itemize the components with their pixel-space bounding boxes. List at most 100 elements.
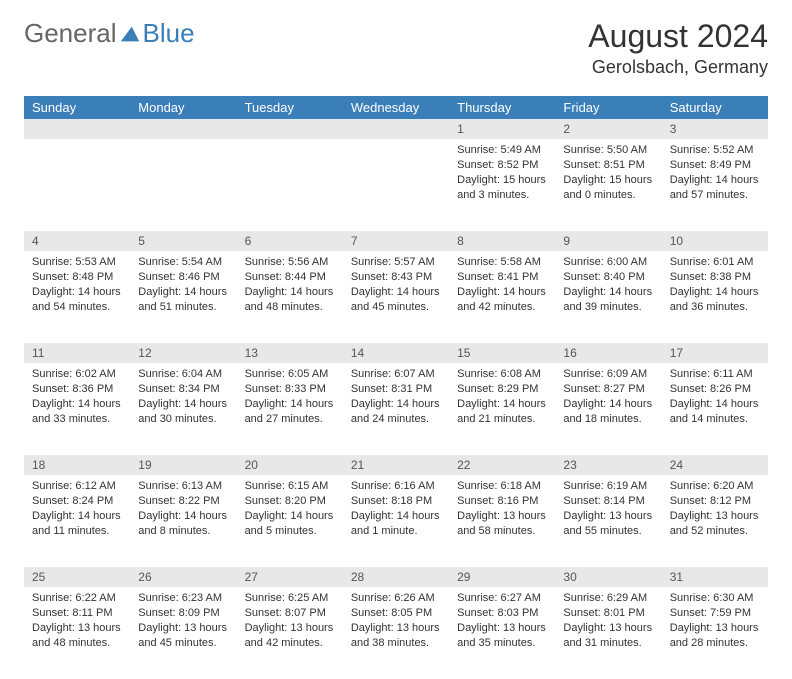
sunrise-text: Sunrise: 5:58 AM — [457, 255, 547, 270]
sunset-text: Sunset: 8:05 PM — [351, 606, 441, 621]
day-content-cell: Sunrise: 5:50 AMSunset: 8:51 PMDaylight:… — [555, 139, 661, 231]
day-number-cell: 15 — [449, 343, 555, 363]
logo-text-2: Blue — [143, 18, 195, 49]
day-number-cell: 26 — [130, 567, 236, 587]
daylight-text: Daylight: 15 hours and 0 minutes. — [563, 173, 653, 203]
daylight-text: Daylight: 14 hours and 5 minutes. — [245, 509, 335, 539]
sunset-text: Sunset: 8:18 PM — [351, 494, 441, 509]
daylight-text: Daylight: 14 hours and 24 minutes. — [351, 397, 441, 427]
day-number-cell: 30 — [555, 567, 661, 587]
daylight-text: Daylight: 15 hours and 3 minutes. — [457, 173, 547, 203]
sunset-text: Sunset: 8:38 PM — [670, 270, 760, 285]
daylight-text: Daylight: 13 hours and 58 minutes. — [457, 509, 547, 539]
sunrise-text: Sunrise: 6:11 AM — [670, 367, 760, 382]
sunset-text: Sunset: 8:22 PM — [138, 494, 228, 509]
day-number-cell: 16 — [555, 343, 661, 363]
day-content-cell — [130, 139, 236, 231]
day-content-cell: Sunrise: 6:16 AMSunset: 8:18 PMDaylight:… — [343, 475, 449, 567]
day-content-cell: Sunrise: 5:54 AMSunset: 8:46 PMDaylight:… — [130, 251, 236, 343]
day-content-cell: Sunrise: 6:11 AMSunset: 8:26 PMDaylight:… — [662, 363, 768, 455]
day-number-cell: 25 — [24, 567, 130, 587]
sunrise-text: Sunrise: 6:15 AM — [245, 479, 335, 494]
sunset-text: Sunset: 8:16 PM — [457, 494, 547, 509]
day-content-cell: Sunrise: 6:12 AMSunset: 8:24 PMDaylight:… — [24, 475, 130, 567]
day-content-cell: Sunrise: 5:56 AMSunset: 8:44 PMDaylight:… — [237, 251, 343, 343]
day-number-cell — [24, 119, 130, 139]
sunrise-text: Sunrise: 6:07 AM — [351, 367, 441, 382]
sunrise-text: Sunrise: 6:04 AM — [138, 367, 228, 382]
sunset-text: Sunset: 8:33 PM — [245, 382, 335, 397]
day-number-cell: 18 — [24, 455, 130, 475]
sunrise-text: Sunrise: 6:22 AM — [32, 591, 122, 606]
daylight-text: Daylight: 14 hours and 8 minutes. — [138, 509, 228, 539]
weekday-header: Thursday — [449, 96, 555, 119]
day-content-cell: Sunrise: 6:26 AMSunset: 8:05 PMDaylight:… — [343, 587, 449, 679]
sunset-text: Sunset: 8:26 PM — [670, 382, 760, 397]
day-content-row: Sunrise: 6:12 AMSunset: 8:24 PMDaylight:… — [24, 475, 768, 567]
sunset-text: Sunset: 8:31 PM — [351, 382, 441, 397]
day-number-cell: 19 — [130, 455, 236, 475]
sunrise-text: Sunrise: 6:27 AM — [457, 591, 547, 606]
sunrise-text: Sunrise: 6:01 AM — [670, 255, 760, 270]
sunset-text: Sunset: 8:34 PM — [138, 382, 228, 397]
day-number-cell: 14 — [343, 343, 449, 363]
day-content-cell: Sunrise: 6:02 AMSunset: 8:36 PMDaylight:… — [24, 363, 130, 455]
logo-text-1: General — [24, 18, 117, 49]
weekday-header: Monday — [130, 96, 236, 119]
sunset-text: Sunset: 8:46 PM — [138, 270, 228, 285]
day-number-cell: 9 — [555, 231, 661, 251]
daylight-text: Daylight: 14 hours and 48 minutes. — [245, 285, 335, 315]
day-content-cell: Sunrise: 6:23 AMSunset: 8:09 PMDaylight:… — [130, 587, 236, 679]
sunset-text: Sunset: 8:14 PM — [563, 494, 653, 509]
day-number-cell: 3 — [662, 119, 768, 139]
sunset-text: Sunset: 8:11 PM — [32, 606, 122, 621]
sunrise-text: Sunrise: 6:29 AM — [563, 591, 653, 606]
sunset-text: Sunset: 8:03 PM — [457, 606, 547, 621]
daylight-text: Daylight: 13 hours and 38 minutes. — [351, 621, 441, 651]
page-title: August 2024 — [588, 18, 768, 55]
page-subtitle: Gerolsbach, Germany — [588, 57, 768, 78]
daylight-text: Daylight: 14 hours and 42 minutes. — [457, 285, 547, 315]
day-content-cell: Sunrise: 6:19 AMSunset: 8:14 PMDaylight:… — [555, 475, 661, 567]
sunset-text: Sunset: 8:09 PM — [138, 606, 228, 621]
day-number-row: 123 — [24, 119, 768, 139]
sunrise-text: Sunrise: 5:57 AM — [351, 255, 441, 270]
daylight-text: Daylight: 14 hours and 45 minutes. — [351, 285, 441, 315]
sunset-text: Sunset: 8:44 PM — [245, 270, 335, 285]
daylight-text: Daylight: 13 hours and 35 minutes. — [457, 621, 547, 651]
day-number-cell: 17 — [662, 343, 768, 363]
sunset-text: Sunset: 8:52 PM — [457, 158, 547, 173]
sunrise-text: Sunrise: 5:49 AM — [457, 143, 547, 158]
sunrise-text: Sunrise: 6:02 AM — [32, 367, 122, 382]
day-number-cell: 10 — [662, 231, 768, 251]
day-number-cell: 7 — [343, 231, 449, 251]
day-number-row: 45678910 — [24, 231, 768, 251]
day-content-cell: Sunrise: 6:25 AMSunset: 8:07 PMDaylight:… — [237, 587, 343, 679]
day-number-cell: 11 — [24, 343, 130, 363]
logo: General Blue — [24, 18, 195, 49]
sunset-text: Sunset: 8:49 PM — [670, 158, 760, 173]
day-number-cell: 6 — [237, 231, 343, 251]
sunrise-text: Sunrise: 6:20 AM — [670, 479, 760, 494]
day-number-cell: 20 — [237, 455, 343, 475]
day-content-cell — [24, 139, 130, 231]
sunrise-text: Sunrise: 6:13 AM — [138, 479, 228, 494]
daylight-text: Daylight: 14 hours and 57 minutes. — [670, 173, 760, 203]
sunset-text: Sunset: 8:36 PM — [32, 382, 122, 397]
day-content-cell: Sunrise: 6:27 AMSunset: 8:03 PMDaylight:… — [449, 587, 555, 679]
sunset-text: Sunset: 8:41 PM — [457, 270, 547, 285]
day-number-cell: 31 — [662, 567, 768, 587]
sunrise-text: Sunrise: 5:56 AM — [245, 255, 335, 270]
day-number-cell: 8 — [449, 231, 555, 251]
sunrise-text: Sunrise: 5:50 AM — [563, 143, 653, 158]
day-content-cell: Sunrise: 5:52 AMSunset: 8:49 PMDaylight:… — [662, 139, 768, 231]
day-content-cell — [343, 139, 449, 231]
daylight-text: Daylight: 14 hours and 18 minutes. — [563, 397, 653, 427]
daylight-text: Daylight: 14 hours and 1 minute. — [351, 509, 441, 539]
day-content-cell: Sunrise: 6:07 AMSunset: 8:31 PMDaylight:… — [343, 363, 449, 455]
sunrise-text: Sunrise: 6:26 AM — [351, 591, 441, 606]
day-number-cell: 13 — [237, 343, 343, 363]
sunrise-text: Sunrise: 6:23 AM — [138, 591, 228, 606]
day-content-cell: Sunrise: 5:53 AMSunset: 8:48 PMDaylight:… — [24, 251, 130, 343]
weekday-header: Sunday — [24, 96, 130, 119]
